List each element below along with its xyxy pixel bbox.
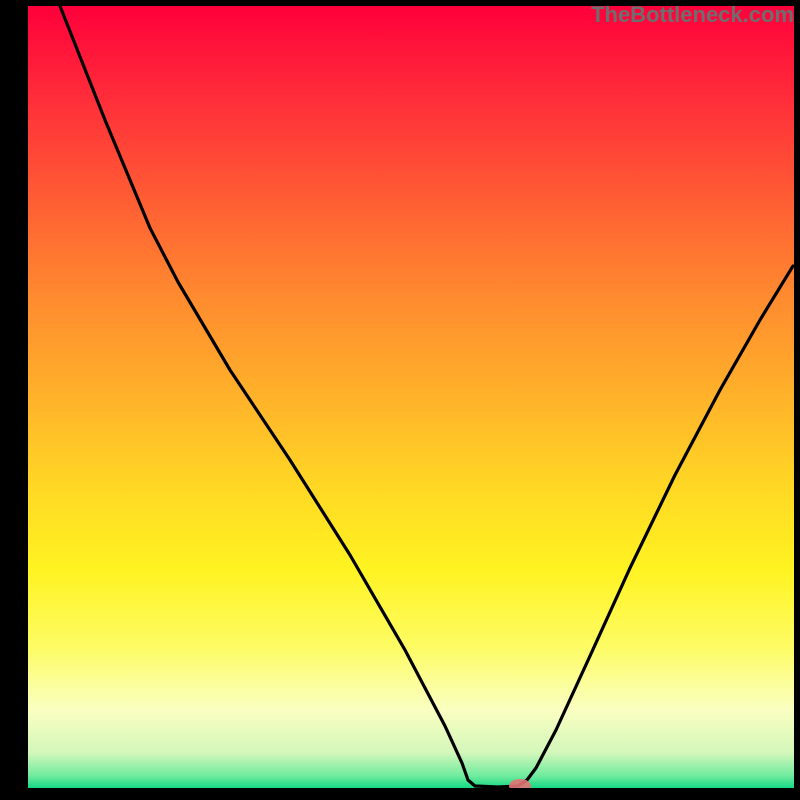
gradient-background bbox=[28, 6, 794, 788]
chart-wrapper: TheBottleneck.com bbox=[0, 0, 800, 800]
watermark-text: TheBottleneck.com bbox=[591, 2, 794, 27]
bottleneck-chart: TheBottleneck.com bbox=[0, 0, 800, 800]
plot-area bbox=[28, 6, 794, 793]
